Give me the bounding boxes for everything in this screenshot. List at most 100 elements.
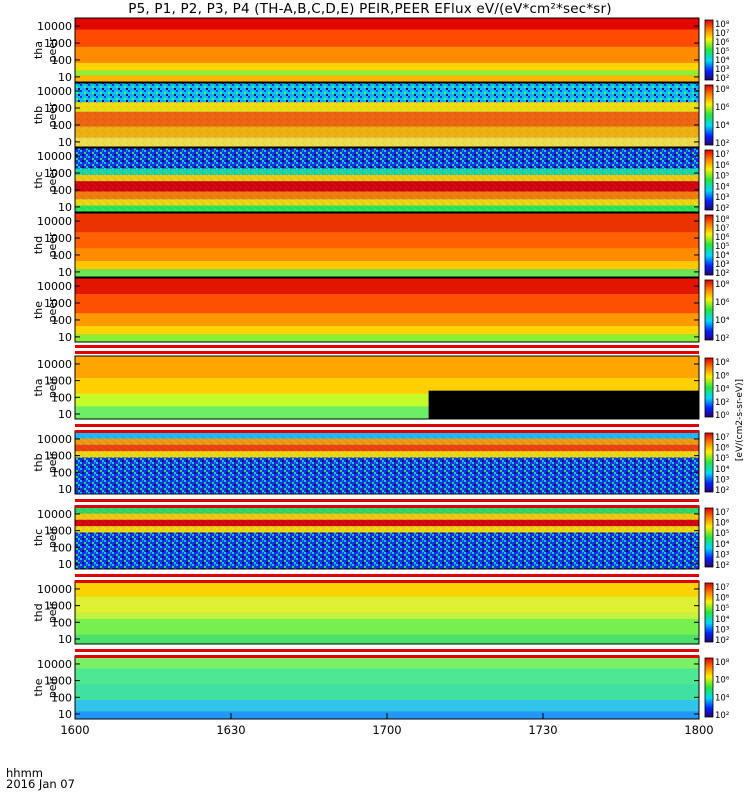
panel-5-label2: peir — [46, 376, 59, 398]
panel-frame-3 — [74, 212, 700, 278]
panel-4-ytick-label-3: 10 — [58, 331, 72, 344]
colorbar-4-tick-2: 10⁴ — [715, 316, 730, 326]
panel-4-label2: peer — [46, 297, 59, 323]
panel-3-band-0 — [75, 213, 699, 233]
xtick-label-1: 1630 — [216, 723, 245, 737]
panel-7-ytick-label-3: 10 — [58, 558, 72, 571]
panel-7-band-0 — [75, 506, 699, 514]
panel-frame-0 — [74, 17, 700, 83]
panel-8-label1: thd — [32, 603, 45, 621]
colorbar-7-tick-4: 10³ — [715, 550, 729, 560]
panel-9-ytick-label-2: 100 — [51, 691, 72, 704]
colorbar-3-tick-6: 10² — [715, 269, 729, 279]
colorbar-0-tick-6: 10² — [715, 74, 729, 84]
panel-frame-2 — [74, 147, 700, 213]
colorbar-6-tick-5: 10² — [715, 486, 729, 496]
xtick-label-0: 1600 — [60, 723, 89, 737]
colorbar-6-tick-2: 10⁵ — [715, 454, 729, 464]
colorbar-6-tick-4: 10³ — [715, 475, 729, 485]
colorbar-4-tick-0: 10⁸ — [715, 280, 730, 290]
xtick-label-4: 1800 — [684, 723, 713, 737]
colorbar-8 — [704, 582, 714, 643]
panel-6-ytick-label-0: 10000 — [37, 433, 72, 446]
colorbar-8-tick-2: 10⁵ — [715, 604, 729, 614]
panel-6-ytick-label-3: 10 — [58, 483, 72, 496]
panel-9-band-0 — [75, 656, 699, 669]
panel-3-ytick-label-1: 1000 — [44, 232, 72, 245]
panel-7-band-1 — [75, 513, 699, 520]
separator-red-1 — [75, 424, 699, 427]
panel-3-band-2 — [75, 261, 699, 270]
panel-1-band-1 — [75, 111, 699, 127]
panel-3-ytick-label-3: 10 — [58, 266, 72, 279]
panel-0-band-1 — [75, 46, 699, 63]
panel-2-band-3 — [75, 191, 699, 200]
separator-red2-3 — [75, 580, 699, 583]
colorbar-3 — [704, 214, 714, 276]
panel-6-label1: thb — [32, 453, 45, 471]
panel-1-ytick-label-1: 1000 — [44, 102, 72, 115]
panel-6-label2: peir — [46, 451, 59, 473]
panel-0-ytick-label-2: 100 — [51, 54, 72, 67]
panel-2-band-5 — [75, 205, 699, 212]
panel-1-label2: peer — [46, 102, 59, 128]
panel-0-band-2 — [75, 62, 699, 71]
colorbar-7-tick-0: 10⁷ — [715, 508, 730, 518]
colorbar-8-tick-1: 10⁶ — [715, 594, 730, 604]
panel-8-band-2 — [75, 618, 699, 635]
panel-7-label1: thc — [32, 529, 45, 546]
colorbar-2-tick-4: 10³ — [715, 193, 729, 203]
panel-4-band-2 — [75, 326, 699, 335]
colorbar-0-tick-5: 10³ — [715, 65, 729, 75]
xtick-label-3: 1730 — [528, 723, 557, 737]
separator-red2-2 — [75, 505, 699, 508]
panel-5-label1: tha — [32, 378, 45, 396]
panel-9-ytick-label-1: 1000 — [44, 675, 72, 688]
colorbar-8-tick-5: 10² — [715, 636, 729, 646]
panel-5-band-0 — [75, 356, 699, 379]
panel-6-band-0 — [75, 431, 699, 439]
panel-8-band-3 — [75, 634, 699, 644]
colorbar-9 — [704, 657, 714, 718]
panel-3-label1: thd — [32, 236, 45, 254]
colorbar-6-tick-0: 10⁷ — [715, 433, 730, 443]
panel-4-ytick-label-0: 10000 — [37, 280, 72, 293]
panel-3-band-1 — [75, 248, 699, 261]
panel-1-ytick-label-3: 10 — [58, 136, 72, 149]
panel-8-ytick-label-2: 100 — [51, 616, 72, 629]
panel-9-label2: peir — [46, 676, 59, 698]
panel-1-label1: thb — [32, 106, 45, 124]
panel-4-band-3 — [75, 334, 699, 342]
panel-2-band-1 — [75, 174, 699, 182]
panel-5-nodata — [428, 390, 699, 419]
colorbar-2-tick-5: 10² — [715, 204, 729, 214]
figure-title: P5, P1, P2, P3, P4 (TH-A,B,C,D,E) PEIR,P… — [128, 1, 612, 17]
panel-9-ytick-label-3: 10 — [58, 708, 72, 721]
colorbar-6-tick-1: 10⁶ — [715, 444, 730, 454]
colorbar-1-tick-2: 10⁴ — [715, 121, 730, 131]
colorbar-1 — [704, 84, 714, 146]
panel-6-ytick-label-2: 100 — [51, 466, 72, 479]
colorbar-6-tick-3: 10⁴ — [715, 465, 730, 475]
panel-0-band-0 — [75, 18, 699, 30]
panel-3-ytick-label-2: 100 — [51, 249, 72, 262]
colorbar-2-tick-0: 10⁷ — [715, 150, 730, 160]
panel-2-band-0 — [75, 168, 699, 175]
colorbar-7-tick-5: 10² — [715, 561, 729, 571]
colorbar-8-tick-0: 10⁷ — [715, 583, 730, 593]
colorbar-5-tick-2: 10⁴ — [715, 385, 730, 395]
panel-7-ytick-label-2: 100 — [51, 541, 72, 554]
colorbar-5-tick-0: 10⁸ — [715, 358, 730, 368]
separator-white-1 — [75, 427, 699, 430]
separator-red2-1 — [75, 430, 699, 433]
separator-white-0 — [75, 348, 699, 351]
separator-red-0 — [75, 345, 699, 348]
panel-0-ytick-label-1: 1000 — [44, 37, 72, 50]
colorbar-3-tick-3: 10⁵ — [715, 242, 729, 252]
panel-0-label2: peer — [46, 37, 59, 63]
colorbar-9-tick-3: 10² — [715, 711, 729, 721]
panel-0-band-3 — [75, 70, 699, 76]
colorbar-1-tick-3: 10² — [715, 139, 729, 149]
separator-red-2 — [75, 499, 699, 502]
